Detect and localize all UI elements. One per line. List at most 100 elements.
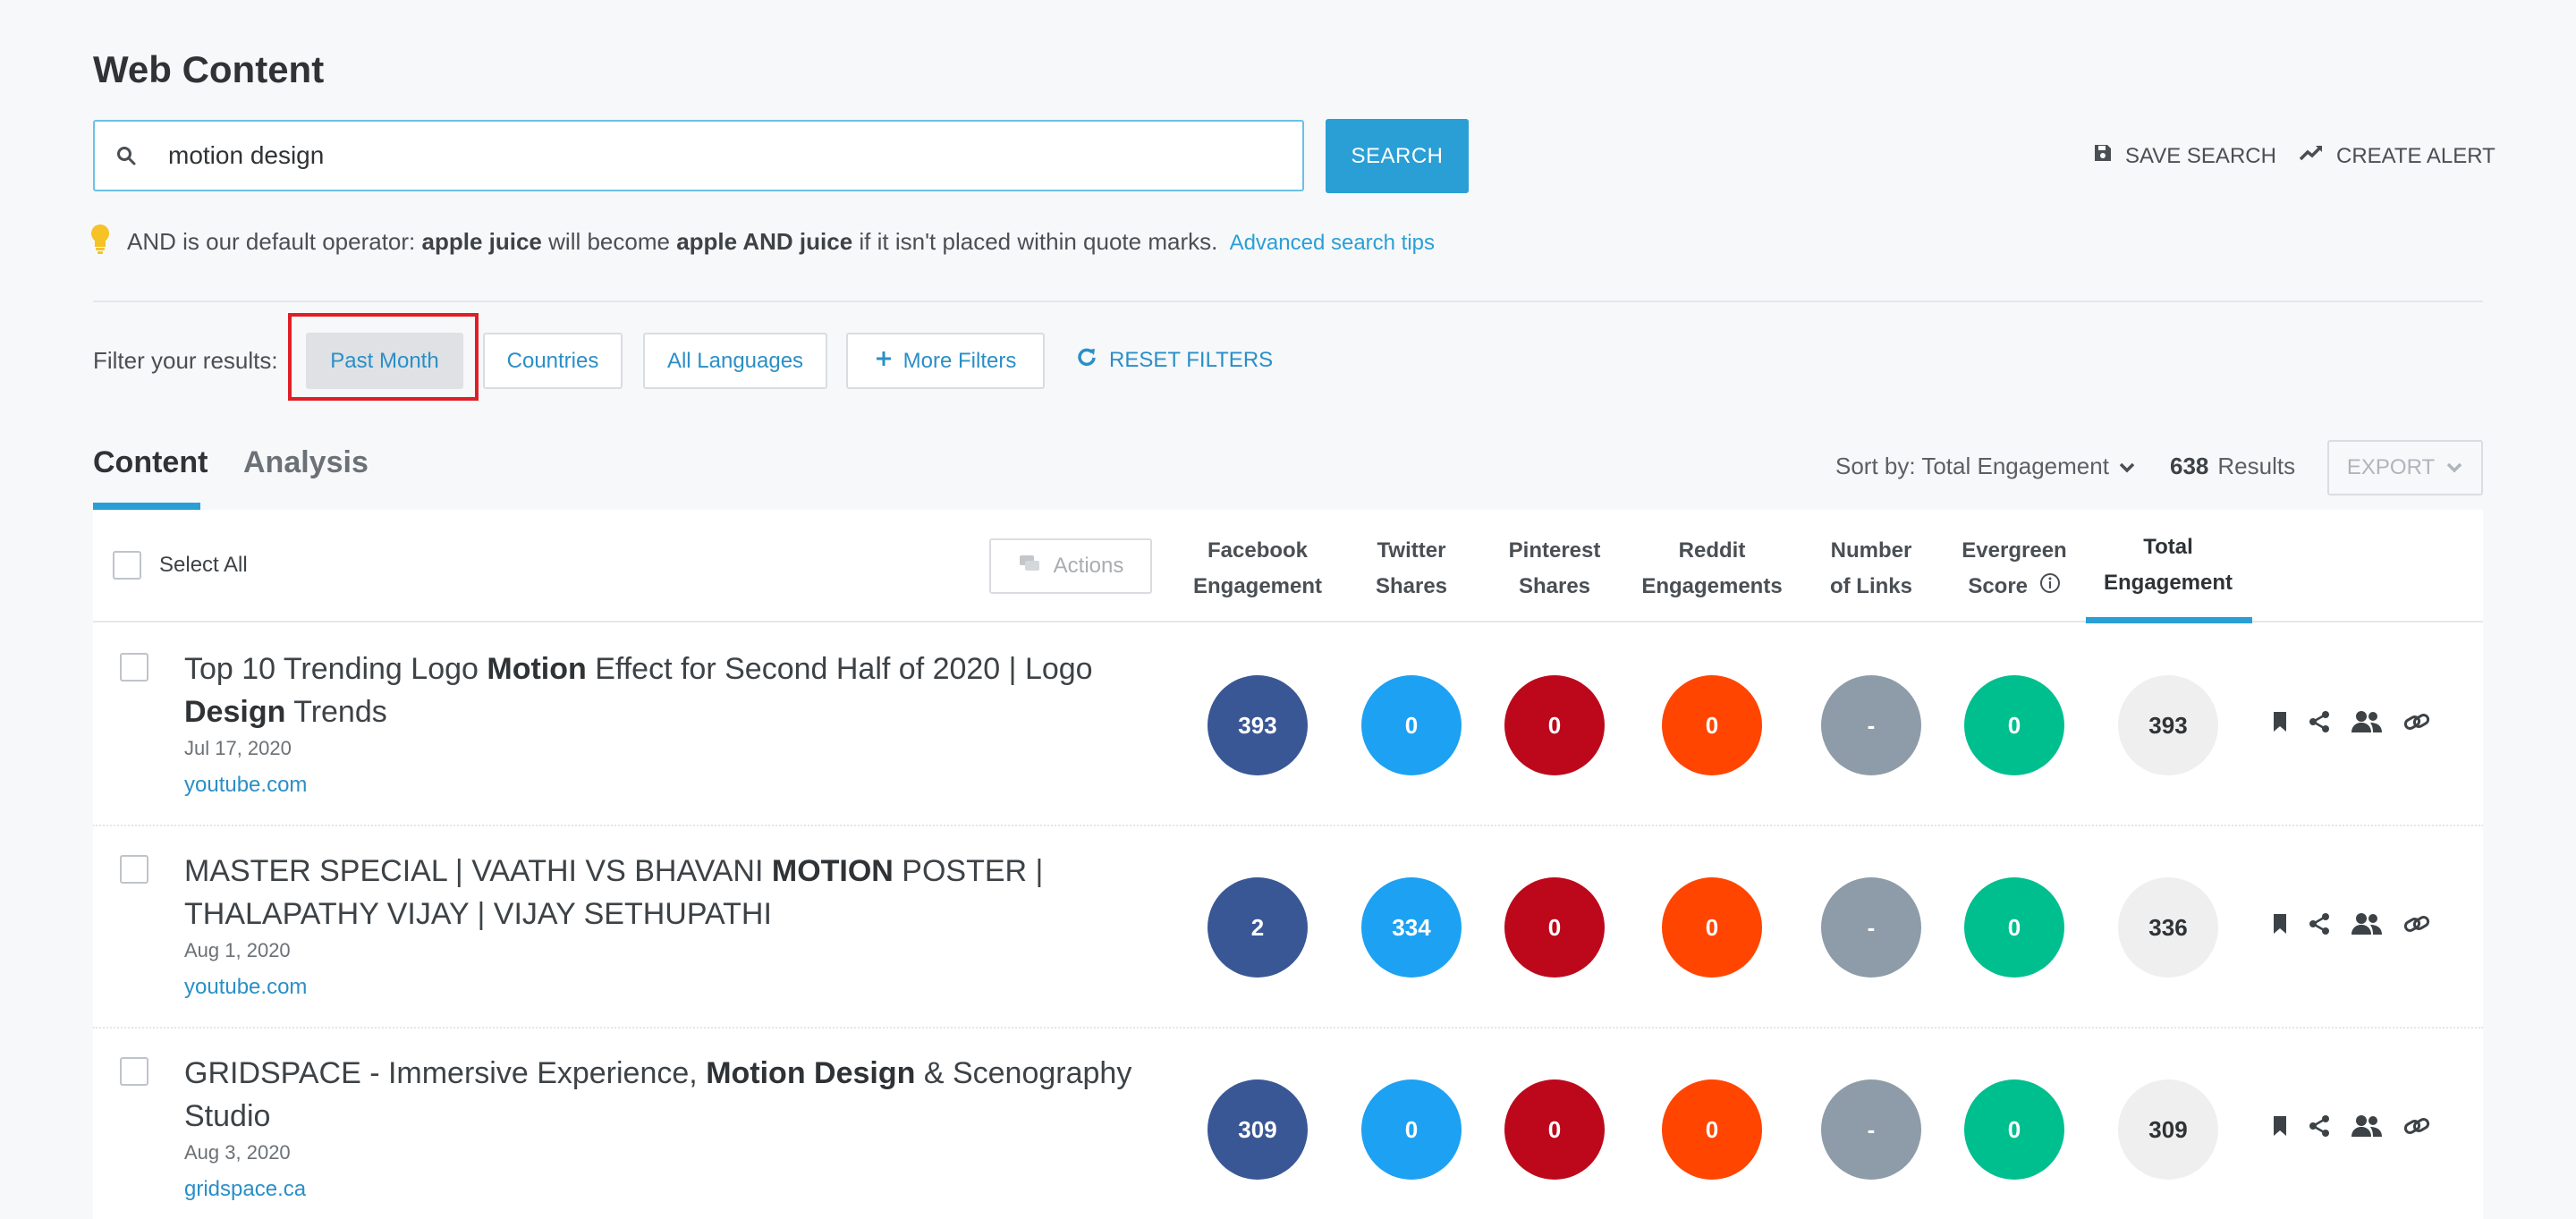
select-all-checkbox[interactable] <box>113 551 141 580</box>
users-icon[interactable] <box>2351 912 2383 935</box>
facebook-engagement: 393 <box>1208 675 1308 775</box>
advanced-search-tips-link[interactable]: Advanced search tips <box>1229 231 1436 255</box>
save-search-button[interactable]: SAVE SEARCH <box>2093 143 2276 169</box>
twitter-shares: 0 <box>1361 675 1462 775</box>
evergreen-score: 0 <box>1964 1079 2064 1180</box>
users-icon[interactable] <box>2351 710 2383 733</box>
search-box[interactable] <box>93 120 1304 191</box>
col-evergreen[interactable]: Evergreen Score <box>1925 533 2104 605</box>
row-date: Aug 3, 2020 <box>184 1141 291 1164</box>
reset-filters-button[interactable]: RESET FILTERS <box>1077 347 1273 373</box>
sort-column-indicator <box>2086 617 2252 623</box>
twitter-shares: 334 <box>1361 877 1462 978</box>
bulb-icon <box>89 224 111 260</box>
reddit-engagements: 0 <box>1662 877 1762 978</box>
row-checkbox[interactable] <box>120 1057 148 1086</box>
refresh-icon <box>1077 347 1097 373</box>
export-label: EXPORT <box>2346 455 2436 479</box>
number-of-links: - <box>1821 1079 1921 1180</box>
tab-active-indicator <box>93 503 200 510</box>
total-engagement: 393 <box>2118 675 2218 775</box>
number-of-links: - <box>1821 877 1921 978</box>
results-count: 638 Results <box>2170 453 2295 480</box>
row-domain[interactable]: youtube.com <box>184 773 308 797</box>
page-title: Web Content <box>93 48 325 90</box>
save-icon <box>2093 143 2113 169</box>
row-domain[interactable]: gridspace.ca <box>184 1177 307 1201</box>
tip-bold-2: apple AND juice <box>676 228 853 255</box>
filter-past-month[interactable]: Past Month <box>306 333 463 389</box>
results-label: Results <box>2217 453 2296 479</box>
actions-button[interactable]: Actions <box>989 538 1152 594</box>
select-all[interactable]: Select All <box>113 551 248 580</box>
tip-text-2: will become <box>548 228 670 255</box>
pinterest-shares: 0 <box>1504 1079 1605 1180</box>
actions-icon <box>1018 554 1041 580</box>
row-actions <box>2272 710 2431 733</box>
info-icon[interactable] <box>2039 570 2061 605</box>
col-twitter[interactable]: Twitter Shares <box>1375 538 1448 598</box>
filter-languages[interactable]: All Languages <box>643 333 827 389</box>
col-links[interactable]: Number of Links <box>1829 538 1912 598</box>
divider <box>93 301 2483 302</box>
row-title[interactable]: MASTER SPECIAL | VAATHI VS BHAVANI MOTIO… <box>184 854 1044 931</box>
row-title[interactable]: GRIDSPACE - Immersive Experience, Motion… <box>184 1056 1132 1133</box>
row-domain[interactable]: youtube.com <box>184 975 308 999</box>
select-all-label: Select All <box>159 553 248 577</box>
row-actions <box>2272 1114 2431 1138</box>
row-checkbox[interactable] <box>120 855 148 884</box>
search-icon <box>95 145 157 166</box>
more-filters-button[interactable]: More Filters <box>846 333 1045 389</box>
reddit-engagements: 0 <box>1662 1079 1762 1180</box>
row-actions <box>2272 912 2431 935</box>
actions-label: Actions <box>1053 554 1124 578</box>
create-alert-label: CREATE ALERT <box>2336 143 2496 168</box>
share-icon[interactable] <box>2308 710 2331 733</box>
total-engagement: 336 <box>2118 877 2218 978</box>
bookmark-icon[interactable] <box>2272 710 2288 733</box>
tip-bold-1: apple juice <box>421 228 542 255</box>
save-search-label: SAVE SEARCH <box>2125 143 2276 168</box>
col-pinterest[interactable]: Pinterest Shares <box>1508 538 1601 598</box>
row-checkbox[interactable] <box>120 653 148 681</box>
total-engagement: 309 <box>2118 1079 2218 1180</box>
share-icon[interactable] <box>2308 912 2331 935</box>
row-title[interactable]: Top 10 Trending Logo Motion Effect for S… <box>184 652 1093 729</box>
reddit-engagements: 0 <box>1662 675 1762 775</box>
table-row: Top 10 Trending Logo Motion Effect for S… <box>93 624 2483 826</box>
pinterest-shares: 0 <box>1504 675 1605 775</box>
link-icon[interactable] <box>2402 912 2431 935</box>
trend-icon <box>2299 143 2324 169</box>
sort-dropdown[interactable]: Sort by: Total Engagement <box>1835 453 2136 480</box>
tab-content[interactable]: Content <box>93 445 208 479</box>
link-icon[interactable] <box>2402 710 2431 733</box>
share-icon[interactable] <box>2308 1114 2331 1138</box>
filter-countries[interactable]: Countries <box>483 333 623 389</box>
plus-icon <box>875 349 893 374</box>
search-input[interactable] <box>157 141 1231 170</box>
col-reddit[interactable]: Reddit Engagements <box>1641 538 1783 598</box>
users-icon[interactable] <box>2351 1114 2383 1138</box>
link-icon[interactable] <box>2402 1114 2431 1138</box>
twitter-shares: 0 <box>1361 1079 1462 1180</box>
sort-label: Sort by: Total Engagement <box>1835 453 2109 479</box>
search-button[interactable]: SEARCH <box>1326 119 1469 193</box>
create-alert-button[interactable]: CREATE ALERT <box>2299 143 2496 169</box>
table-row: GRIDSPACE - Immersive Experience, Motion… <box>93 1029 2483 1219</box>
tip-text-3: if it isn't placed within quote marks. <box>859 228 1218 255</box>
evergreen-score: 0 <box>1964 675 2064 775</box>
search-tip: AND is our default operator: apple juice… <box>89 224 1435 260</box>
table-row: MASTER SPECIAL | VAATHI VS BHAVANI MOTIO… <box>93 826 2483 1029</box>
chevron-down-icon <box>2118 453 2136 480</box>
facebook-engagement: 309 <box>1208 1079 1308 1180</box>
bookmark-icon[interactable] <box>2272 912 2288 935</box>
col-total[interactable]: Total Engagement <box>2103 535 2233 595</box>
chevron-down-icon <box>2445 455 2463 480</box>
tab-analysis[interactable]: Analysis <box>243 445 369 479</box>
number-of-links: - <box>1821 675 1921 775</box>
export-button[interactable]: EXPORT <box>2327 440 2483 495</box>
bookmark-icon[interactable] <box>2272 1114 2288 1138</box>
facebook-engagement: 2 <box>1208 877 1308 978</box>
col-facebook[interactable]: Facebook Engagement <box>1192 538 1323 598</box>
results-number: 638 <box>2170 453 2209 479</box>
